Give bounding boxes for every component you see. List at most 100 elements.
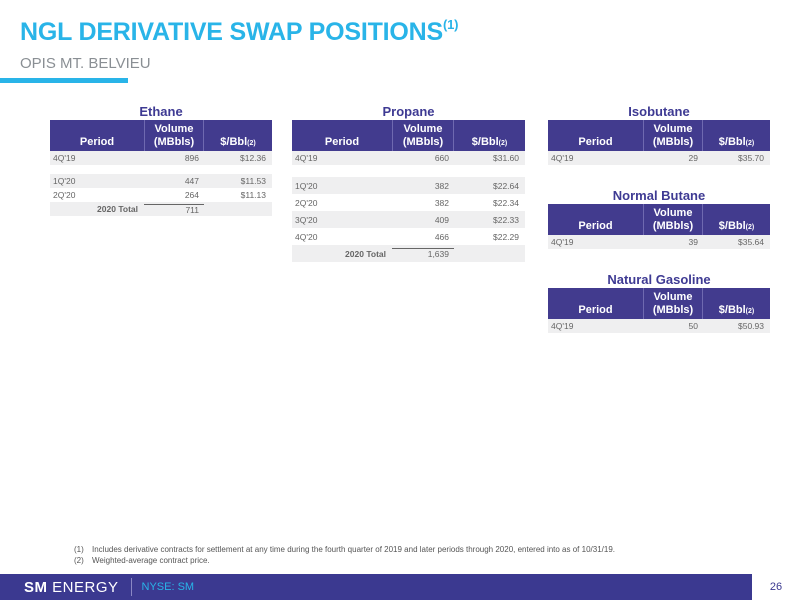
- header-volume: Volume (MBbls): [643, 204, 703, 235]
- table-title: Isobutane: [628, 104, 690, 119]
- logo-text: ENERGY: [52, 578, 119, 596]
- header-price-footnote-ref: (2): [745, 224, 755, 231]
- table-total-row: 2020 Total 711: [50, 202, 272, 216]
- footnote-item: (1) Includes derivative contracts for se…: [74, 544, 615, 555]
- table-total-row: 2020 Total 1,639: [292, 245, 525, 262]
- table-row: 3Q'20 409 $22.33: [292, 211, 525, 228]
- cell-period: 4Q'20: [295, 231, 318, 242]
- table-header: Period Volume (MBbls) $/Bbl (2): [548, 120, 770, 151]
- cell-period: 4Q'19: [551, 153, 574, 163]
- cell-price: $35.70: [738, 153, 764, 163]
- cell-total-label: 2020 Total: [345, 248, 386, 259]
- header-period: Period: [324, 136, 360, 148]
- cell-volume: 447: [184, 176, 199, 186]
- cell-price: $12.36: [240, 153, 266, 163]
- header-price-footnote-ref: (2): [498, 140, 508, 147]
- logo-bold-text: SM: [24, 578, 48, 596]
- cell-total-label: 2020 Total: [97, 204, 138, 214]
- cell-price: $22.29: [493, 231, 519, 242]
- natural-gasoline-table: Natural Gasoline Period Volume (MBbls) $…: [548, 272, 770, 333]
- table-title: Ethane: [139, 104, 183, 119]
- header-period: Period: [578, 136, 613, 148]
- header-price: $/Bbl (2): [703, 120, 770, 151]
- cell-volume: 382: [434, 180, 449, 191]
- header-price: $/Bbl (2): [703, 288, 770, 319]
- table-row: 4Q'19 50 $50.93: [548, 319, 770, 333]
- cell-period: 2Q'20: [53, 190, 76, 200]
- footer-bar: SM ENERGY NYSE: SM 26: [0, 574, 800, 600]
- table-header: Period Volume (MBbls) $/Bbl (2): [548, 204, 770, 235]
- table-header: Period Volume (MBbls) $/Bbl (2): [292, 120, 525, 151]
- title-accent-bar: [0, 78, 128, 83]
- header-period: Period: [578, 304, 613, 316]
- table-row: 1Q'20 382 $22.64: [292, 177, 525, 194]
- footnote-text: Weighted-average contract price.: [92, 556, 210, 565]
- cell-total-volume: 711: [144, 203, 204, 215]
- cell-price: $31.60: [493, 153, 519, 163]
- cell-volume: 264: [184, 190, 199, 200]
- cell-price: $22.33: [493, 214, 519, 225]
- table-row: 4Q'20 466 $22.29: [292, 228, 525, 245]
- table-header: Period Volume (MBbls) $/Bbl (2): [548, 288, 770, 319]
- footnote-item: (2) Weighted-average contract price.: [74, 555, 615, 566]
- cell-period: 4Q'19: [295, 153, 318, 163]
- table-row: 2Q'20 382 $22.34: [292, 194, 525, 211]
- page-number: 26: [752, 574, 800, 600]
- ethane-table: Ethane Period Volume (MBbls) $/Bbl (2) 4Q…: [50, 104, 272, 216]
- cell-total-volume: 1,639: [392, 248, 454, 259]
- page-title-footnote-ref: (1): [442, 16, 459, 32]
- header-volume-line1: Volume: [653, 206, 693, 219]
- header-volume-line1: Volume: [653, 122, 693, 135]
- table-row: 2Q'20 264 $11.13: [50, 188, 272, 202]
- header-price-footnote-ref: (2): [745, 140, 755, 147]
- header-period: Period: [79, 136, 115, 148]
- table-row: 1Q'20 447 $11.53: [50, 174, 272, 188]
- footnote-number: (2): [74, 556, 84, 565]
- table-row: 4Q'19 39 $35.64: [548, 235, 770, 249]
- cell-price: $22.34: [493, 197, 519, 208]
- header-period: Period: [578, 220, 613, 232]
- header-volume-line1: Volume: [653, 290, 693, 303]
- footnote-number: (1): [74, 545, 84, 554]
- table-title: Natural Gasoline: [607, 272, 711, 287]
- header-price-footnote-ref: (2): [247, 140, 256, 147]
- header-volume: Volume (MBbls): [144, 120, 204, 151]
- header-volume-line2: (MBbls): [652, 135, 694, 148]
- cell-volume: 39: [688, 237, 698, 247]
- isobutane-table: Isobutane Period Volume (MBbls) $/Bbl (2)…: [548, 104, 770, 165]
- page-subtitle: OPIS MT. BELVIEU: [20, 55, 151, 72]
- cell-price: $22.64: [493, 180, 519, 191]
- header-price: $/Bbl (2): [703, 204, 770, 235]
- ticker-symbol: NYSE: SM: [141, 581, 195, 593]
- cell-volume: 660: [434, 153, 449, 163]
- cell-volume: 466: [434, 231, 449, 242]
- cell-period: 1Q'20: [295, 180, 318, 191]
- cell-price: $11.53: [240, 176, 266, 186]
- table-row: 4Q'19 29 $35.70: [548, 151, 770, 165]
- header-volume-line2: (MBbls): [402, 135, 444, 148]
- table-header: Period Volume (MBbls) $/Bbl (2): [50, 120, 272, 151]
- cell-volume: 29: [688, 153, 698, 163]
- header-price-footnote-ref: (2): [745, 308, 755, 315]
- header-volume: Volume (MBbls): [643, 120, 703, 151]
- normal-butane-table: Normal Butane Period Volume (MBbls) $/Bb…: [548, 188, 770, 249]
- footer-divider: [130, 578, 132, 596]
- header-price-label: $/Bbl: [220, 136, 248, 148]
- header-volume: Volume (MBbls): [392, 120, 454, 151]
- header-price-label: $/Bbl: [718, 136, 746, 148]
- cell-volume: 896: [184, 153, 199, 163]
- table-title: Propane: [382, 104, 435, 119]
- propane-table: Propane Period Volume (MBbls) $/Bbl (2) 4…: [292, 104, 525, 262]
- header-volume-line1: Volume: [403, 122, 443, 135]
- cell-price: $11.13: [240, 190, 266, 200]
- cell-period: 3Q'20: [295, 214, 318, 225]
- header-volume-line2: (MBbls): [652, 219, 694, 232]
- header-volume-line1: Volume: [154, 122, 194, 135]
- header-volume-line2: (MBbls): [153, 135, 195, 148]
- cell-price: $35.64: [738, 237, 764, 247]
- sm-energy-logo: SM ENERGY: [24, 579, 119, 596]
- header-price-label: $/Bbl: [471, 136, 499, 148]
- table-title: Normal Butane: [612, 188, 706, 203]
- footnote-text: Includes derivative contracts for settle…: [92, 545, 615, 554]
- table-row: 4Q'19 896 $12.36: [50, 151, 272, 165]
